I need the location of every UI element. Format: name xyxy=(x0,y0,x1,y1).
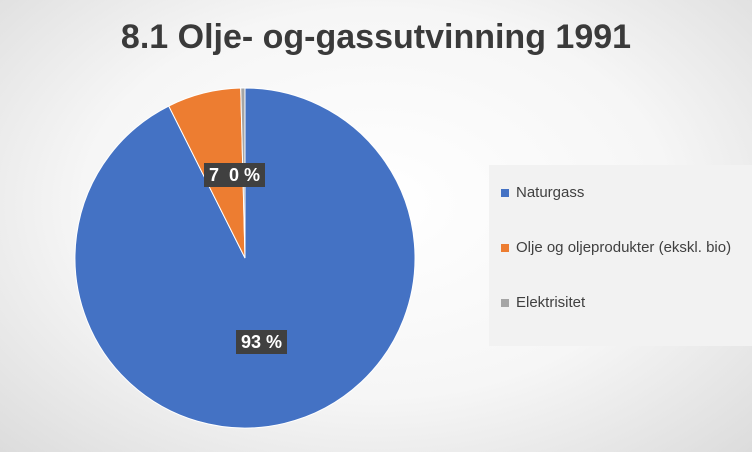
legend-label-naturgass: Naturgass xyxy=(516,184,585,201)
data-label-elektrisitet: 0 % xyxy=(224,163,266,187)
data-label-naturgass: 93 % xyxy=(236,330,288,354)
legend-swatch-olje xyxy=(501,244,509,252)
legend-label-olje: Olje og oljeprodukter (ekskl. bio) xyxy=(516,239,732,256)
legend-swatch-elektrisitet xyxy=(501,299,509,307)
legend: Naturgass Olje og oljeprodukter (ekskl. … xyxy=(489,165,752,346)
legend-label-elektrisitet: Elektrisitet xyxy=(516,294,586,311)
legend-swatch-naturgass xyxy=(501,189,509,197)
chart-title: 8.1 Olje- og-gassutvinning 1991 xyxy=(120,18,632,56)
